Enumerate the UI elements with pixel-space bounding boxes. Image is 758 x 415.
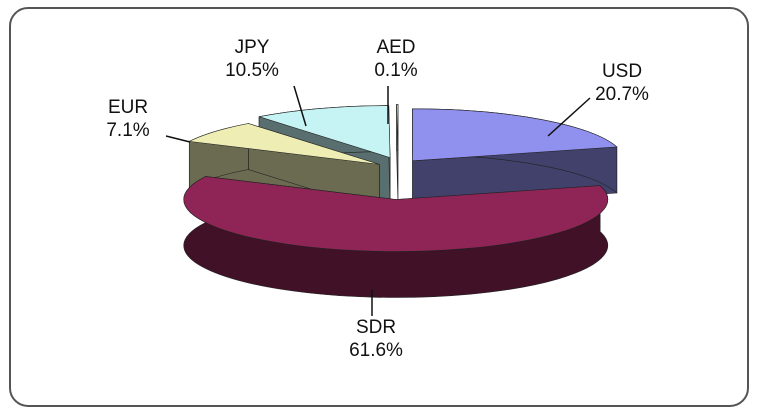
slice: [183, 176, 609, 252]
slice-label: EUR: [108, 97, 148, 118]
leader-line: [547, 97, 591, 137]
slice-label: SDR: [356, 317, 396, 338]
slice: [396, 104, 399, 203]
slice-label: JPY: [235, 37, 270, 58]
slice: [412, 108, 618, 162]
slice-value-label: 20.7%: [595, 84, 649, 105]
slice-label: AED: [376, 37, 415, 58]
slice-value-label: 61.6%: [349, 340, 403, 361]
slice: [183, 175, 609, 298]
slice: [259, 105, 391, 159]
slice: [412, 108, 618, 208]
leader-line: [293, 85, 307, 127]
slice: [396, 104, 399, 157]
leader-line: [165, 135, 191, 143]
slice-label: USD: [602, 61, 642, 82]
slice-value-label: 0.1%: [374, 60, 417, 81]
slice-value-label: 10.5%: [225, 60, 279, 81]
slice-value-label: 7.1%: [106, 120, 149, 141]
